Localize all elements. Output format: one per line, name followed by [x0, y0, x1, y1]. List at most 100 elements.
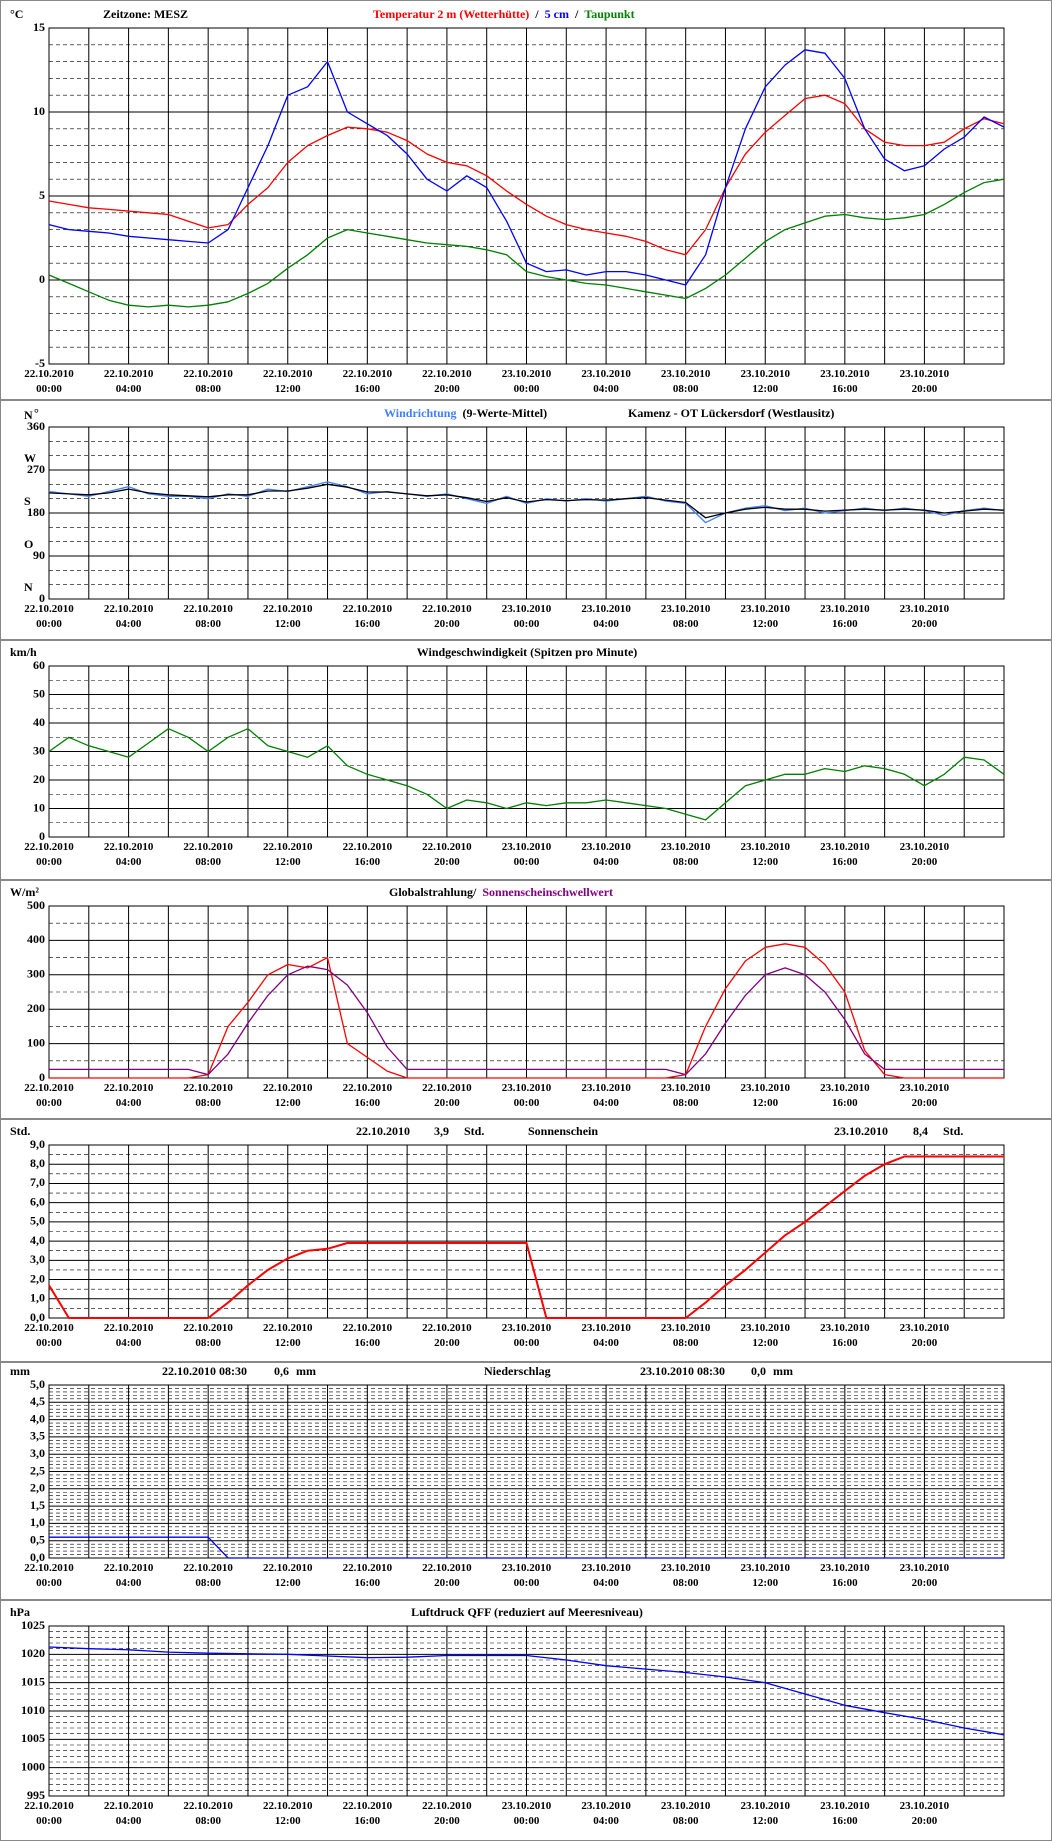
annotation: 0,6 [274, 1364, 289, 1378]
x-tick-label: 23.10.2010 12:00 [740, 1082, 791, 1109]
y-tick-label: 1020 [21, 1646, 45, 1660]
x-tick-label: 22.10.2010 20:00 [422, 1082, 472, 1109]
x-tick-label: 22.10.2010 20:00 [422, 603, 472, 630]
y-tick-label: 1015 [21, 1674, 45, 1688]
y-tick-label: 1000 [21, 1759, 45, 1773]
series-line [48, 1646, 1005, 1736]
y-tick-label: 2,0 [30, 1481, 45, 1495]
legend-separator: / [534, 7, 539, 21]
x-tick-label: 22.10.2010 12:00 [263, 1800, 313, 1827]
y-tick-label: 1,0 [30, 1291, 45, 1305]
x-tick-label: 23.10.2010 16:00 [820, 1562, 870, 1589]
x-tick-label: 23.10.2010 08:00 [660, 368, 711, 395]
x-tick-label: 23.10.2010 16:00 [820, 368, 870, 395]
x-tick-label: 22.10.2010 16:00 [342, 1562, 393, 1589]
y-tick-label: 8,0 [30, 1156, 45, 1170]
x-tick-label: 22.10.2010 00:00 [24, 1562, 74, 1589]
plot-frame [48, 426, 1005, 600]
x-tick-label: 22.10.2010 20:00 [422, 841, 472, 868]
unit-label: Std. [10, 1124, 30, 1138]
legend-entry: Temperatur 2 m (Wetterhütte) [373, 7, 529, 21]
x-tick-label: 22.10.2010 12:00 [263, 368, 313, 395]
compass-label: N [24, 408, 33, 422]
x-tick-label: 23.10.2010 20:00 [899, 1082, 950, 1109]
x-tick-label: 22.10.2010 12:00 [263, 603, 313, 630]
x-tick-label: 22.10.2010 00:00 [24, 841, 74, 868]
y-tick-label: 300 [27, 967, 45, 981]
y-tick-label: 3,5 [30, 1429, 45, 1443]
x-tick-label: 23.10.2010 16:00 [820, 603, 870, 630]
annotation: 23.10.2010 08:30 [640, 1364, 725, 1378]
x-tick-label: 23.10.2010 04:00 [581, 1800, 631, 1827]
x-tick-label: 23.10.2010 00:00 [501, 1800, 552, 1827]
chart-header: Temperatur 2 m (Wetterhütte) / 5 cm / Taupun… [373, 7, 635, 21]
y-tick-label: 1,0 [30, 1515, 45, 1529]
legend-entry: Sonnenscheinschwellwert [482, 885, 613, 899]
y-tick-label: 270 [27, 462, 45, 476]
y-tick-label: 100 [27, 1035, 45, 1049]
chart-header: Windgeschwindigkeit (Spitzen pro Minute) [417, 645, 638, 659]
chart-header: Windrichtung (9-Werte-Mittel) [384, 406, 547, 420]
x-tick-label: 23.10.2010 00:00 [501, 368, 552, 395]
compass-label: N [24, 580, 33, 594]
x-tick-label: 23.10.2010 20:00 [899, 841, 950, 868]
y-tick-label: 5 [39, 188, 45, 202]
x-tick-label: 23.10.2010 12:00 [740, 841, 791, 868]
y-tick-label: 2,0 [30, 1271, 45, 1285]
x-tick-label: 23.10.2010 08:00 [660, 1562, 711, 1589]
x-tick-label: 23.10.2010 04:00 [581, 1562, 631, 1589]
x-tick-label: 23.10.2010 08:00 [660, 1322, 711, 1349]
y-tick-label: 360 [27, 419, 45, 433]
y-tick-label: 50 [33, 686, 45, 700]
y-tick-label: 7,0 [30, 1175, 45, 1189]
legend-entry: Windrichtung [384, 406, 456, 420]
x-tick-label: 22.10.2010 04:00 [103, 1082, 154, 1109]
x-tick-label: 23.10.2010 16:00 [820, 1082, 870, 1109]
series-line [49, 965, 1004, 1076]
y-tick-label: 0 [39, 272, 45, 286]
compass-label: O [24, 537, 33, 551]
chart-title: Niederschlag [484, 1364, 551, 1378]
x-tick-label: 23.10.2010 04:00 [581, 1322, 631, 1349]
x-tick-label: 22.10.2010 04:00 [103, 1562, 154, 1589]
time-zone: Zeitzone: MESZ [103, 7, 188, 21]
y-tick-label: 4,5 [30, 1394, 45, 1408]
y-tick-label: 90 [33, 548, 45, 562]
annotation: mm [773, 1364, 793, 1378]
x-tick-label: 22.10.2010 20:00 [422, 368, 472, 395]
annotation: 3,9 [434, 1124, 449, 1138]
x-tick-label: 23.10.2010 20:00 [899, 603, 950, 630]
unit-label: W/m² [10, 885, 39, 899]
y-tick-label: 1,5 [30, 1498, 45, 1512]
y-tick-label: 0,0 [30, 1550, 45, 1564]
y-tick-label: 995 [27, 1788, 45, 1802]
plot-frame [48, 27, 1005, 365]
y-tick-label: -5 [35, 356, 45, 370]
legend-entry: (9-Werte-Mittel) [462, 406, 547, 420]
y-tick-label: 200 [27, 1001, 45, 1015]
x-tick-label: 22.10.2010 16:00 [342, 841, 393, 868]
x-tick-label: 23.10.2010 08:00 [660, 1800, 711, 1827]
annotation: 22.10.2010 08:30 [162, 1364, 247, 1378]
legend-entry: 5 cm [545, 7, 569, 21]
x-tick-label: 22.10.2010 00:00 [24, 1800, 74, 1827]
x-tick-label: 22.10.2010 08:00 [183, 841, 233, 868]
chart-title: Windgeschwindigkeit (Spitzen pro Minute) [417, 645, 638, 659]
chart-title: Sonnenschein [528, 1124, 598, 1138]
annotation: mm [296, 1364, 316, 1378]
y-tick-label: 1005 [21, 1731, 45, 1745]
y-tick-label: 180 [27, 505, 45, 519]
x-tick-label: 23.10.2010 12:00 [740, 368, 791, 395]
annotation: 0,0 [751, 1364, 766, 1378]
x-tick-label: 22.10.2010 08:00 [183, 1562, 233, 1589]
x-tick-label: 23.10.2010 00:00 [501, 841, 552, 868]
x-tick-label: 23.10.2010 00:00 [501, 1322, 552, 1349]
series-line [48, 178, 1005, 308]
compass-label: S [24, 494, 31, 508]
unit-label: hPa [10, 1605, 30, 1619]
x-tick-label: 23.10.2010 20:00 [899, 1800, 950, 1827]
y-tick-label: 1025 [21, 1618, 45, 1632]
x-tick-label: 22.10.2010 12:00 [263, 841, 313, 868]
